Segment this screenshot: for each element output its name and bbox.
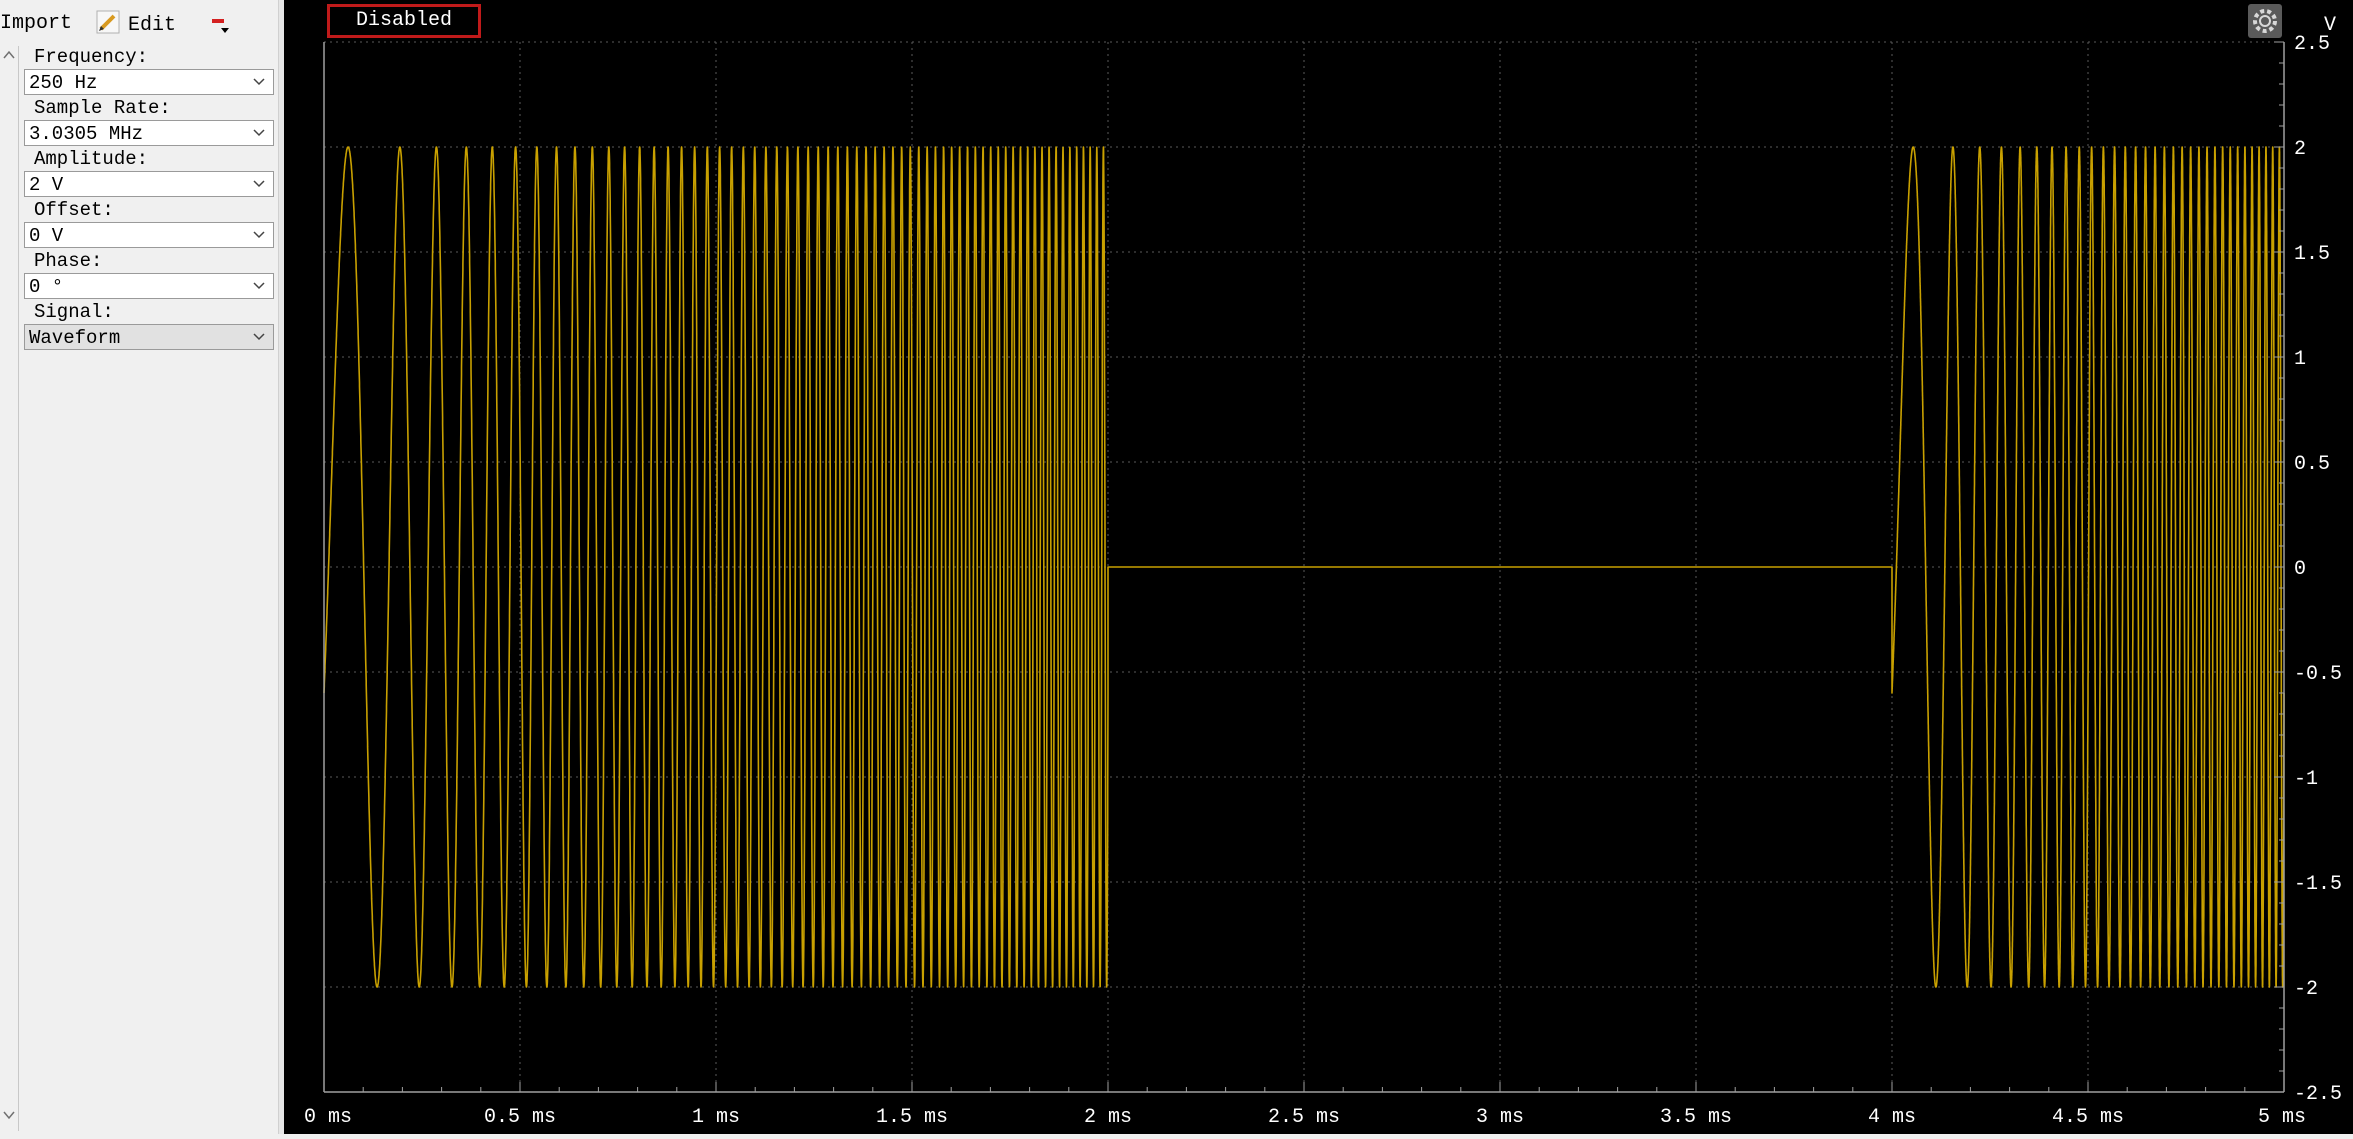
y-tick-label: 1 bbox=[2294, 348, 2306, 371]
offset-value: 0 V bbox=[29, 225, 64, 247]
edit-button-label: Edit bbox=[128, 14, 177, 37]
sample-rate-value: 3.0305 MHz bbox=[29, 123, 144, 145]
amplitude-value: 2 V bbox=[29, 174, 64, 196]
amplitude-select[interactable]: 2 V bbox=[24, 171, 274, 197]
waveform-trace bbox=[323, 146, 2285, 988]
gear-icon bbox=[2253, 9, 2277, 33]
tool-dropdown-button[interactable] bbox=[208, 10, 236, 38]
x-tick-label: 0 ms bbox=[304, 1106, 352, 1129]
y-tick-label: 1.5 bbox=[2294, 243, 2330, 266]
plot-settings-button[interactable] bbox=[2248, 4, 2282, 38]
chevron-down-icon bbox=[253, 129, 265, 137]
y-tick-label: -1 bbox=[2294, 768, 2318, 791]
chevron-down-icon bbox=[253, 333, 265, 341]
chevron-down-icon bbox=[253, 231, 265, 239]
waveform-plot: 0 ms 0.5 ms 1 ms 1.5 ms 2 ms 2.5 ms 3 ms 3.5 ms… bbox=[304, 14, 2342, 1129]
x-tick-label: 2 ms bbox=[1084, 1106, 1132, 1129]
signal-value: Waveform bbox=[29, 327, 121, 349]
status-strip bbox=[0, 1134, 2353, 1139]
sample-rate-label: Sample Rate: bbox=[34, 97, 171, 119]
x-tick-label: 1.5 ms bbox=[876, 1106, 948, 1129]
scroll-down-icon[interactable] bbox=[3, 1108, 15, 1122]
y-tick-label: 2 bbox=[2294, 138, 2306, 161]
frequency-label: Frequency: bbox=[34, 46, 149, 68]
x-tick-labels: 0 ms 0.5 ms 1 ms 1.5 ms 2 ms 2.5 ms 3 ms 3.5 ms… bbox=[304, 1106, 2306, 1129]
y-tick-label: 0 bbox=[2294, 558, 2306, 581]
y-tick-label: -2 bbox=[2294, 978, 2318, 1001]
toolbar: Import Edit bbox=[0, 0, 278, 46]
phase-select[interactable]: 0 ° bbox=[24, 273, 274, 299]
signal-select[interactable]: Waveform bbox=[24, 324, 274, 350]
plot-axes bbox=[323, 41, 2285, 1093]
plot-area: 0 ms 0.5 ms 1 ms 1.5 ms 2 ms 2.5 ms 3 ms 3.5 ms… bbox=[284, 0, 2353, 1134]
x-tick-label: 3 ms bbox=[1476, 1106, 1524, 1129]
left-panel: Import Edit Frequency: 250 Hz bbox=[0, 0, 278, 1139]
offset-label: Offset: bbox=[34, 199, 114, 221]
x-tick-label: 2.5 ms bbox=[1268, 1106, 1340, 1129]
frequency-select[interactable]: 250 Hz bbox=[24, 69, 274, 95]
edit-button[interactable]: Edit bbox=[96, 10, 176, 38]
x-tick-label: 5 ms bbox=[2258, 1106, 2306, 1129]
signal-label: Signal: bbox=[34, 301, 114, 323]
sample-rate-select[interactable]: 3.0305 MHz bbox=[24, 120, 274, 146]
import-button[interactable]: Import bbox=[0, 12, 73, 35]
chevron-down-icon bbox=[253, 78, 265, 86]
y-tick-labels: 2.5 2 1.5 1 0.5 0 -0.5 -1 -1.5 -2 -2.5 bbox=[2294, 33, 2342, 1106]
amplitude-label: Amplitude: bbox=[34, 148, 149, 170]
chevron-down-icon bbox=[253, 180, 265, 188]
x-tick-label: 0.5 ms bbox=[484, 1106, 556, 1129]
parameter-list: Frequency: 250 Hz Sample Rate: 3.0305 MH… bbox=[24, 44, 274, 350]
phase-label: Phase: bbox=[34, 250, 103, 272]
scroll-up-icon[interactable] bbox=[3, 48, 15, 62]
frequency-value: 250 Hz bbox=[29, 72, 98, 94]
tool-dropdown-icon bbox=[212, 19, 229, 33]
panel-splitter[interactable] bbox=[278, 0, 285, 1139]
y-unit-label: V bbox=[2324, 14, 2336, 37]
y-tick-label: 2.5 bbox=[2294, 33, 2330, 56]
offset-select[interactable]: 0 V bbox=[24, 222, 274, 248]
y-tick-label: -2.5 bbox=[2294, 1083, 2342, 1106]
phase-value: 0 ° bbox=[29, 276, 64, 298]
param-scrollbar[interactable] bbox=[0, 46, 19, 1131]
x-tick-label: 4.5 ms bbox=[2052, 1106, 2124, 1129]
y-tick-label: -1.5 bbox=[2294, 873, 2342, 896]
y-tick-label: -0.5 bbox=[2294, 663, 2342, 686]
y-tick-label: 0.5 bbox=[2294, 453, 2330, 476]
status-badge[interactable]: Disabled bbox=[327, 4, 481, 38]
pencil-icon bbox=[96, 10, 120, 34]
waveform-trace-group bbox=[323, 146, 2285, 988]
x-tick-label: 3.5 ms bbox=[1660, 1106, 1732, 1129]
x-tick-label: 4 ms bbox=[1868, 1106, 1916, 1129]
x-tick-label: 1 ms bbox=[692, 1106, 740, 1129]
chevron-down-icon bbox=[253, 282, 265, 290]
